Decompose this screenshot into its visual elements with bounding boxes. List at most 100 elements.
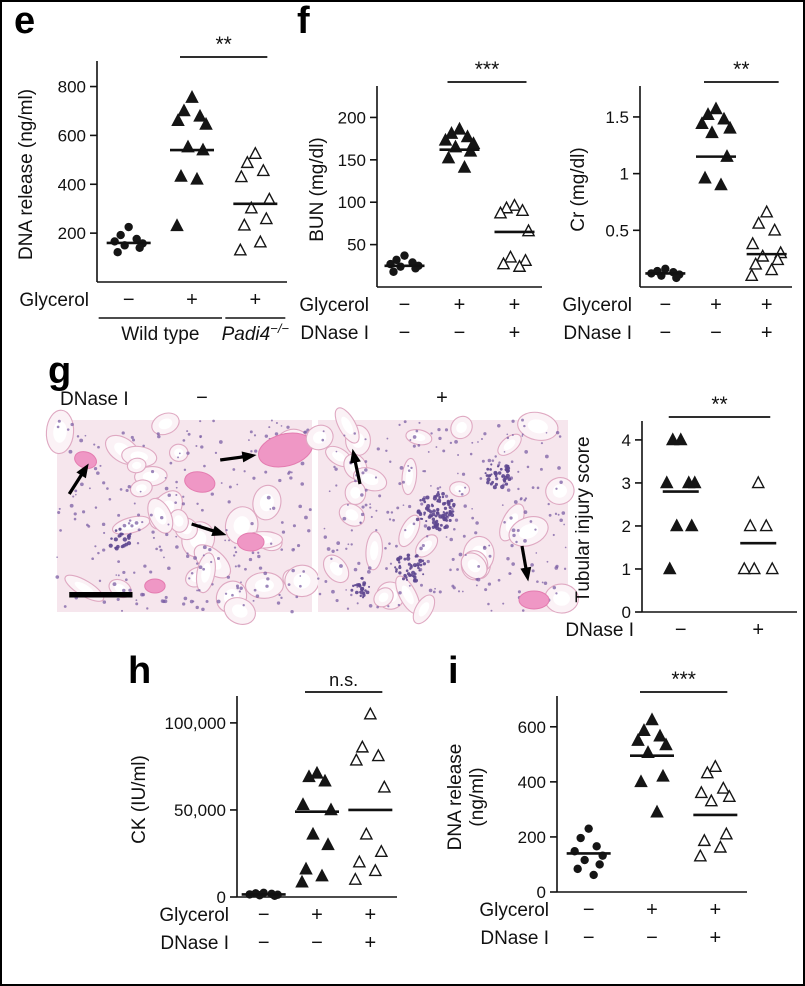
- annotation-arrow: [520, 545, 532, 582]
- data-point-filled-triangle: [714, 177, 728, 191]
- significance-label: ***: [475, 58, 500, 81]
- y-tick-label: 200: [518, 828, 546, 847]
- data-point-filled-triangle: [659, 737, 673, 751]
- data-point-filled-triangle: [717, 111, 731, 125]
- tubule: [499, 503, 525, 542]
- data-point-open-triangle: [374, 844, 389, 858]
- data-point-open-triangle: [759, 204, 774, 218]
- data-point-open-triangle: [694, 785, 709, 799]
- significance-label: n.s.: [329, 670, 358, 690]
- data-point-filled-triangle: [460, 129, 475, 143]
- data-point-filled-triangle: [185, 90, 199, 103]
- data-point-open-triangle: [368, 863, 383, 877]
- x-row-label: DNase I: [300, 323, 369, 344]
- y-tick-label: 150: [338, 151, 366, 170]
- data-point-open-triangle: [755, 248, 770, 262]
- data-point-open-triangle: [697, 833, 712, 847]
- data-point-filled-circle: [392, 255, 401, 265]
- data-point-open-triangle: [747, 561, 762, 575]
- dnase-plus-label: +: [436, 387, 448, 409]
- data-point-open-triangle: [751, 216, 766, 229]
- data-point-open-triangle: [719, 826, 734, 840]
- chart-tubular-injury-score: 0 1 2 3 4 Tubular injury score ** DNase I − +: [565, 393, 797, 641]
- data-point-filled-triangle: [665, 432, 680, 446]
- panel-label-f: f: [297, 0, 310, 42]
- x-row-value: +: [761, 322, 773, 344]
- y-tick-label: 50: [347, 236, 366, 255]
- data-point-filled-triangle: [645, 712, 659, 726]
- y-axis-label: DNA release: [445, 744, 466, 851]
- panel-label-i: i: [448, 650, 459, 692]
- y-tick-label: 1: [622, 560, 631, 579]
- x-row-value: −: [123, 289, 135, 311]
- data-point-open-triangle: [512, 259, 527, 272]
- tubule: [126, 457, 147, 474]
- y-axis-label: BUN (mg/dl): [307, 137, 328, 242]
- significance-label: **: [733, 58, 749, 81]
- tubule: [412, 594, 436, 625]
- y-axis-label: Cr (mg/dl): [568, 147, 589, 231]
- data-point-open-triangle: [359, 826, 374, 840]
- x-row-value: +: [646, 899, 658, 921]
- data-point-filled-triangle: [310, 765, 324, 779]
- data-point-filled-triangle: [438, 132, 453, 146]
- y-tick-label: 200: [58, 224, 86, 243]
- data-point-filled-triangle: [452, 121, 467, 135]
- axes: [635, 421, 797, 613]
- panel-label-g: g: [48, 350, 72, 392]
- data-point-filled-triangle: [170, 218, 184, 232]
- significance-label: ***: [671, 668, 696, 691]
- annotation-arrow: [350, 448, 362, 485]
- data-series-3: [493, 198, 536, 272]
- x-row-label: Glycerol: [299, 295, 369, 316]
- data-point-filled-circle: [400, 251, 409, 260]
- x-row-label: Glycerol: [159, 905, 229, 926]
- data-point-open-triangle: [708, 759, 723, 773]
- x-row-label: Glycerol: [479, 900, 549, 921]
- tubule: [334, 407, 360, 444]
- axes: [230, 696, 397, 898]
- data-point-filled-circle: [584, 824, 593, 833]
- annotation-arrow: [67, 463, 89, 495]
- y-tick-label: 0: [217, 888, 226, 907]
- data-point-filled-circle: [110, 237, 119, 246]
- x-row-value: −: [311, 932, 323, 954]
- tubule: [450, 415, 473, 440]
- y-tick-label: 400: [58, 175, 86, 194]
- x-row-value: +: [454, 294, 466, 316]
- protein-cast: [74, 451, 97, 469]
- data-point-open-triangle: [240, 155, 255, 169]
- data-point-filled-circle: [595, 860, 604, 869]
- data-point-filled-triangle: [669, 518, 684, 532]
- data-point-open-triangle: [737, 561, 752, 575]
- scale-bar: [69, 592, 133, 598]
- x-row-value: +: [709, 927, 721, 949]
- x-row-value: +: [364, 932, 376, 954]
- data-point-filled-triangle: [193, 108, 207, 122]
- data-point-filled-triangle: [634, 774, 648, 788]
- micrograph-dnase-minus: [45, 409, 320, 625]
- tubule: [401, 457, 418, 496]
- data-series-1: [386, 251, 423, 276]
- data-point-filled-circle: [132, 234, 141, 244]
- data-point-filled-triangle: [705, 125, 719, 139]
- tubule: [405, 428, 433, 446]
- data-point-open-triangle: [744, 268, 759, 281]
- y-tick-label: 0: [622, 603, 631, 622]
- data-point-filled-triangle: [698, 170, 712, 184]
- x-row-label: Glycerol: [562, 295, 632, 316]
- group-bracket-label: Wild type: [121, 324, 199, 345]
- y-tick-label: 1.5: [605, 108, 629, 127]
- y-tick-label: 3: [622, 474, 631, 493]
- x-row-value: +: [186, 289, 198, 311]
- chart-dna-release-dnase: 0 200 400 600 DNA release (ng/ml) *** Glycerol −…: [445, 668, 747, 949]
- x-row-value: +: [311, 904, 323, 926]
- chart-dna-release-wildtype-vs-padi4: 200 400 600 800 DNA release (ng/ml) ** Glycero…: [16, 33, 289, 345]
- data-point-filled-triangle: [190, 171, 204, 185]
- data-point-open-triangle: [233, 242, 248, 256]
- data-series-1: [570, 824, 607, 880]
- data-point-filled-triangle: [299, 861, 313, 875]
- y-tick-label: 400: [518, 773, 546, 792]
- data-point-open-triangle: [748, 256, 763, 270]
